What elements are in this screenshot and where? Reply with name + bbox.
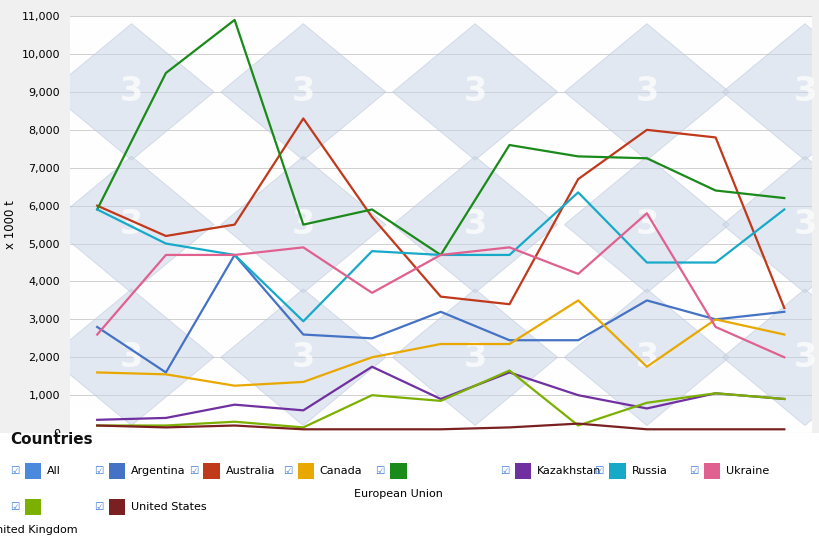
Text: 3: 3	[792, 341, 816, 374]
Text: Australia: Australia	[225, 466, 274, 476]
Text: 3: 3	[792, 208, 816, 241]
Text: ☑: ☑	[375, 466, 384, 476]
Polygon shape	[563, 289, 728, 426]
Text: 3: 3	[120, 75, 143, 109]
Polygon shape	[722, 24, 819, 160]
Polygon shape	[392, 24, 557, 160]
Text: All: All	[47, 466, 61, 476]
Text: ☑: ☑	[10, 502, 19, 512]
Polygon shape	[220, 24, 385, 160]
Text: ☑: ☑	[94, 466, 103, 476]
Polygon shape	[220, 157, 385, 293]
Polygon shape	[722, 157, 819, 293]
Text: Canada: Canada	[319, 466, 362, 476]
Text: 3: 3	[120, 341, 143, 374]
Polygon shape	[49, 289, 214, 426]
Text: ☑: ☑	[94, 502, 103, 512]
Polygon shape	[392, 289, 557, 426]
Text: 3: 3	[292, 341, 314, 374]
Text: Russia: Russia	[631, 466, 667, 476]
Text: ☑: ☑	[594, 466, 603, 476]
Text: 3: 3	[635, 75, 658, 109]
Text: Kazakhstan: Kazakhstan	[536, 466, 601, 476]
Text: 3: 3	[463, 75, 486, 109]
Text: ☑: ☑	[283, 466, 292, 476]
Text: ☑: ☑	[500, 466, 509, 476]
Text: 3: 3	[463, 208, 486, 241]
Polygon shape	[722, 289, 819, 426]
Text: United Kingdom: United Kingdom	[0, 525, 78, 535]
Text: 3: 3	[120, 208, 143, 241]
Polygon shape	[49, 157, 214, 293]
Text: Argentina: Argentina	[131, 466, 186, 476]
Polygon shape	[563, 24, 728, 160]
Text: United States: United States	[131, 502, 206, 512]
Text: Ukraine: Ukraine	[725, 466, 768, 476]
Text: 3: 3	[635, 341, 658, 374]
Polygon shape	[49, 24, 214, 160]
Text: European Union: European Union	[354, 489, 442, 499]
Polygon shape	[220, 289, 385, 426]
Polygon shape	[392, 157, 557, 293]
Y-axis label: x 1000 t: x 1000 t	[4, 200, 17, 249]
Text: ☑: ☑	[188, 466, 197, 476]
Text: 3: 3	[292, 208, 314, 241]
Text: 3: 3	[463, 341, 486, 374]
Text: 3: 3	[635, 208, 658, 241]
Text: Countries: Countries	[10, 432, 93, 447]
Polygon shape	[563, 157, 728, 293]
Text: ☑: ☑	[10, 466, 19, 476]
Text: 3: 3	[792, 75, 816, 109]
Text: ☑: ☑	[688, 466, 697, 476]
Text: 3: 3	[292, 75, 314, 109]
